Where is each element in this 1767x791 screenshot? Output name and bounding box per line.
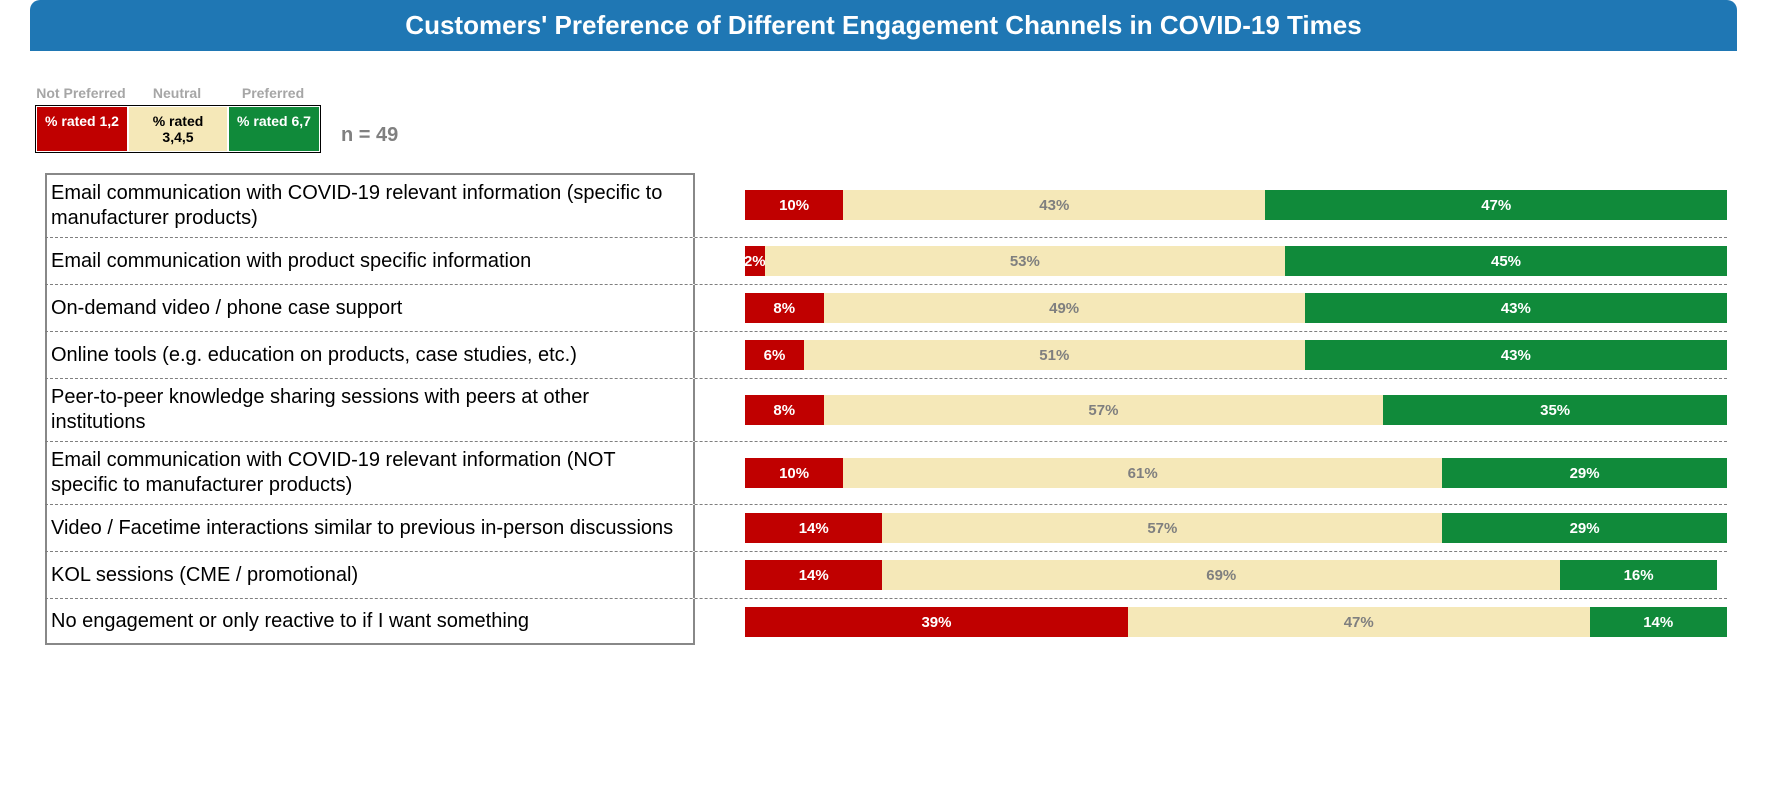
segment-preferred: 29% <box>1442 458 1727 488</box>
segment-not-preferred: 39% <box>745 607 1128 637</box>
sample-size-label: n = 49 <box>341 124 398 153</box>
stacked-bar: 10%43%47% <box>745 190 1727 220</box>
chart-row: Email communication with product specifi… <box>45 238 1727 285</box>
bar-cell: 8%49%43% <box>695 285 1727 331</box>
segment-neutral: 69% <box>882 560 1560 590</box>
row-label: KOL sessions (CME / promotional) <box>45 552 695 598</box>
row-label: Email communication with product specifi… <box>45 238 695 284</box>
chart-row: Email communication with COVID-19 releva… <box>45 173 1727 238</box>
stacked-bar: 8%49%43% <box>745 293 1727 323</box>
chart-row: Online tools (e.g. education on products… <box>45 332 1727 379</box>
row-label: No engagement or only reactive to if I w… <box>45 599 695 645</box>
chart-row: KOL sessions (CME / promotional) 14%69%16… <box>45 552 1727 599</box>
row-label: On-demand video / phone case support <box>45 285 695 331</box>
bar-cell: 14%57%29% <box>695 505 1727 551</box>
legend-block: Not PreferredNeutralPreferred % rated 1,… <box>35 81 321 153</box>
bar-cell: 39%47%14% <box>695 599 1727 645</box>
chart-title-bar: Customers' Preference of Different Engag… <box>30 0 1737 51</box>
stacked-bar-chart: Email communication with COVID-19 releva… <box>45 173 1727 645</box>
legend-swatches: % rated 1,2% rated 3,4,5% rated 6,7 <box>36 106 320 152</box>
segment-neutral: 43% <box>843 190 1265 220</box>
legend-headers: Not PreferredNeutralPreferred <box>35 81 321 105</box>
legend-swatch: % rated 1,2 <box>36 106 128 152</box>
segment-preferred: 43% <box>1305 293 1727 323</box>
stacked-bar: 10%61%29% <box>745 458 1727 488</box>
segment-not-preferred: 2% <box>745 246 765 276</box>
segment-not-preferred: 14% <box>745 560 882 590</box>
segment-not-preferred: 8% <box>745 293 824 323</box>
bar-cell: 14%69%16% <box>695 552 1727 598</box>
bar-cell: 10%43%47% <box>695 173 1727 237</box>
segment-preferred: 35% <box>1383 395 1727 425</box>
chart-row: Email communication with COVID-19 releva… <box>45 442 1727 505</box>
legend-swatch: % rated 6,7 <box>228 106 320 152</box>
row-label: Video / Facetime interactions similar to… <box>45 505 695 551</box>
segment-preferred: 29% <box>1442 513 1727 543</box>
legend-header: Neutral <box>127 81 227 105</box>
segment-neutral: 57% <box>824 395 1384 425</box>
stacked-bar: 14%57%29% <box>745 513 1727 543</box>
chart-row: On-demand video / phone case support 8%49… <box>45 285 1727 332</box>
stacked-bar: 2%53%45% <box>745 246 1727 276</box>
row-label: Online tools (e.g. education on products… <box>45 332 695 378</box>
segment-preferred: 14% <box>1590 607 1727 637</box>
chart-title: Customers' Preference of Different Engag… <box>405 10 1361 40</box>
segment-neutral: 53% <box>765 246 1285 276</box>
chart-row: Peer-to-peer knowledge sharing sessions … <box>45 379 1727 442</box>
row-label: Peer-to-peer knowledge sharing sessions … <box>45 379 695 441</box>
segment-neutral: 57% <box>882 513 1442 543</box>
row-label: Email communication with COVID-19 releva… <box>45 442 695 504</box>
legend-box: % rated 1,2% rated 3,4,5% rated 6,7 <box>35 105 321 153</box>
segment-neutral: 51% <box>804 340 1305 370</box>
legend-area: Not PreferredNeutralPreferred % rated 1,… <box>35 81 1767 153</box>
segment-neutral: 47% <box>1128 607 1590 637</box>
bar-cell: 10%61%29% <box>695 442 1727 504</box>
segment-preferred: 16% <box>1560 560 1717 590</box>
stacked-bar: 8%57%35% <box>745 395 1727 425</box>
row-label: Email communication with COVID-19 releva… <box>45 173 695 237</box>
legend-header: Not Preferred <box>35 81 127 105</box>
segment-not-preferred: 8% <box>745 395 824 425</box>
stacked-bar: 39%47%14% <box>745 607 1727 637</box>
segment-not-preferred: 6% <box>745 340 804 370</box>
stacked-bar: 6%51%43% <box>745 340 1727 370</box>
segment-not-preferred: 10% <box>745 458 843 488</box>
segment-neutral: 49% <box>824 293 1305 323</box>
stacked-bar: 14%69%16% <box>745 560 1727 590</box>
bar-cell: 8%57%35% <box>695 379 1727 441</box>
bar-cell: 6%51%43% <box>695 332 1727 378</box>
segment-preferred: 43% <box>1305 340 1727 370</box>
legend-header: Preferred <box>227 81 319 105</box>
segment-neutral: 61% <box>843 458 1442 488</box>
chart-row: No engagement or only reactive to if I w… <box>45 599 1727 645</box>
chart-row: Video / Facetime interactions similar to… <box>45 505 1727 552</box>
segment-preferred: 47% <box>1265 190 1727 220</box>
segment-not-preferred: 10% <box>745 190 843 220</box>
segment-preferred: 45% <box>1285 246 1727 276</box>
legend-swatch: % rated 3,4,5 <box>128 106 228 152</box>
segment-not-preferred: 14% <box>745 513 882 543</box>
bar-cell: 2%53%45% <box>695 238 1727 284</box>
